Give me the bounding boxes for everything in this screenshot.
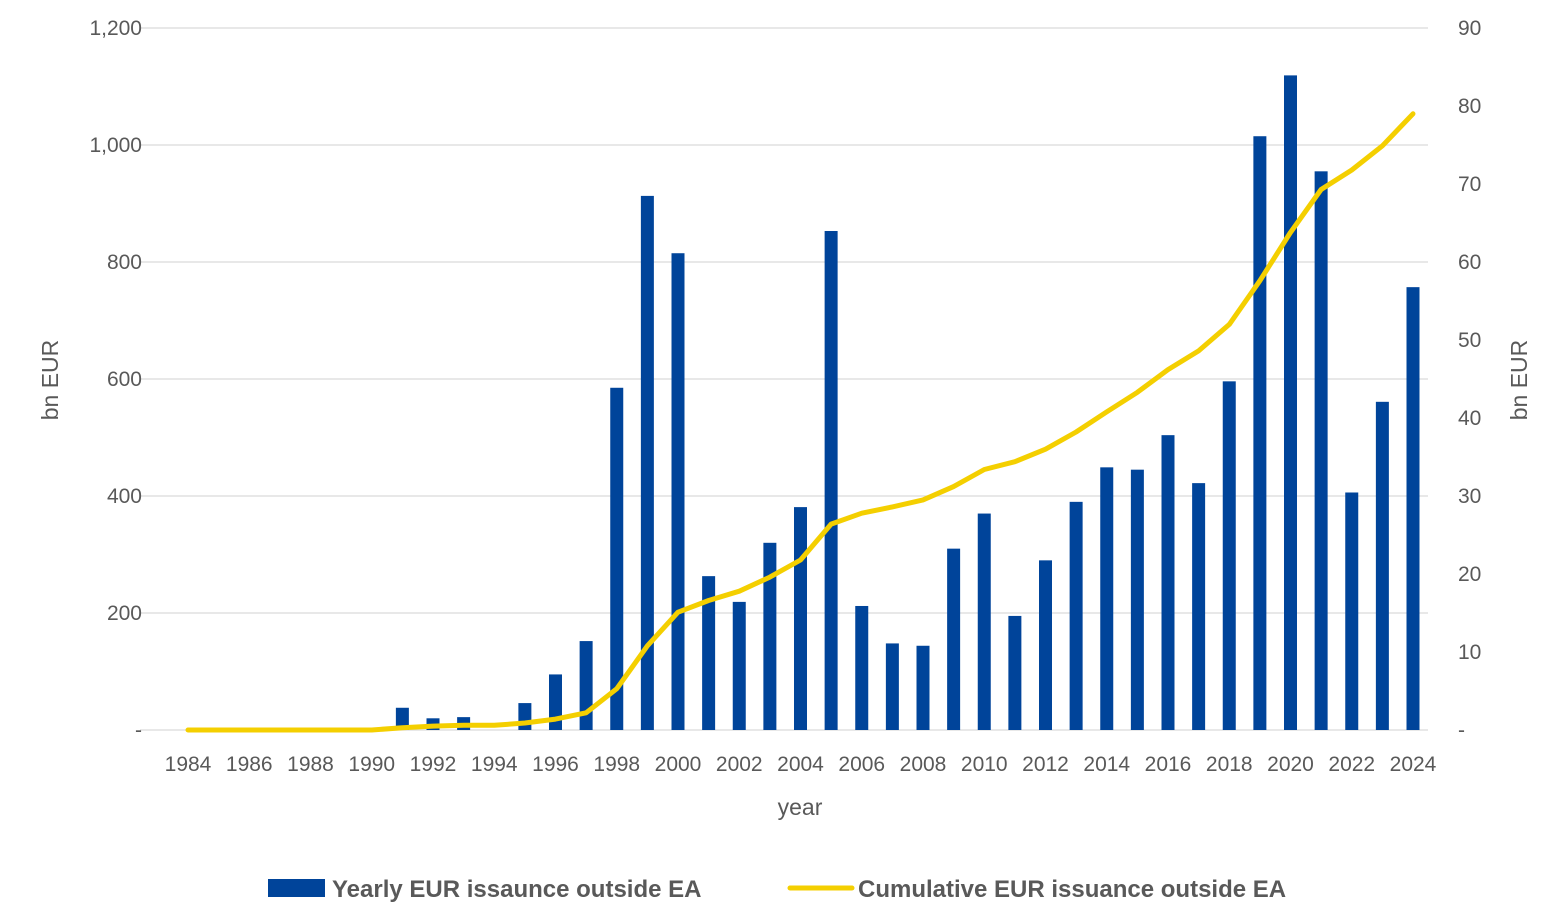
x-tick-label: 2004	[777, 753, 824, 776]
bar-2004	[794, 507, 807, 730]
gridlines	[140, 27, 1428, 731]
x-tick-label: 2018	[1206, 753, 1253, 776]
right-tick-label: 10	[1458, 641, 1481, 664]
x-tick-label: 2008	[900, 753, 947, 776]
line-series	[185, 111, 1416, 733]
bar-2006	[855, 605, 869, 730]
bar-2015	[1130, 469, 1144, 730]
right-tick-label: 30	[1458, 485, 1481, 508]
x-tick-label: 2006	[838, 753, 885, 776]
x-axis-title: year	[778, 794, 823, 820]
right-tick-label: 50	[1458, 329, 1481, 352]
bar-2017	[1192, 483, 1206, 730]
x-tick-label: 1996	[532, 753, 579, 776]
left-tick-label: -	[135, 719, 142, 742]
bar-2018	[1222, 381, 1236, 730]
right-tick-label: 20	[1458, 563, 1481, 586]
x-tick-label: 2020	[1267, 753, 1314, 776]
bar-2020	[1284, 75, 1297, 730]
bar-2002	[732, 601, 746, 730]
bar-2009	[947, 548, 961, 730]
right-tick-label: 80	[1458, 95, 1481, 118]
legend: Yearly EUR issaunce outside EA Cumulativ…	[268, 876, 1286, 903]
x-tick-label: 2014	[1083, 753, 1130, 776]
x-tick-label: 1998	[593, 753, 640, 776]
bar-2021	[1314, 171, 1328, 730]
x-tick-label: 2002	[716, 753, 763, 776]
x-tick-label: 2024	[1390, 753, 1437, 776]
x-tick-label: 1994	[471, 753, 518, 776]
right-tick-label: 40	[1458, 407, 1481, 430]
x-tick-label: 1986	[226, 753, 273, 776]
legend-label-bars: Yearly EUR issaunce outside EA	[332, 876, 701, 903]
x-tick-label: 1992	[410, 753, 457, 776]
bar-2023	[1375, 401, 1389, 730]
bar-2001	[702, 576, 716, 730]
bar-1997	[579, 641, 593, 730]
bar-2010	[977, 513, 991, 730]
bar-2005	[824, 230, 838, 730]
bar-2022	[1345, 492, 1359, 730]
left-tick-label: 600	[107, 368, 142, 391]
x-tick-label: 1988	[287, 753, 334, 776]
right-tick-label: 90	[1458, 17, 1481, 40]
bar-2016	[1161, 435, 1175, 730]
bar-1998	[610, 387, 624, 730]
bar-2012	[1039, 560, 1052, 730]
bar-2014	[1100, 467, 1114, 730]
x-tick-label: 2012	[1022, 753, 1069, 776]
bar-2024	[1406, 287, 1420, 730]
bar-1999	[640, 195, 654, 730]
right-tick-label: 60	[1458, 251, 1481, 274]
bar-series	[395, 75, 1420, 731]
left-tick-label: 200	[107, 602, 142, 625]
left-tick-label: 800	[107, 251, 142, 274]
right-tick-label: -	[1458, 719, 1465, 742]
x-axis: 1984 1986 1988 1990 1992 1994 1996 1998 2000 2002…	[165, 753, 1437, 776]
bar-1995	[518, 703, 532, 730]
x-tick-label: 2022	[1328, 753, 1375, 776]
right-y-axis: - 10 20 30 40 50 60 70 80 90	[1458, 17, 1481, 742]
bar-2007	[885, 643, 899, 730]
legend-label-line: Cumulative EUR issuance outside EA	[858, 876, 1286, 903]
bar-2003	[763, 542, 777, 730]
bar-2013	[1069, 501, 1083, 730]
y-axis-title-left: bn EUR	[37, 340, 63, 421]
left-tick-label: 1,200	[89, 17, 142, 40]
x-tick-label: 2000	[655, 753, 702, 776]
cumulative-line	[185, 111, 1416, 733]
bar-2011	[1008, 615, 1022, 730]
bar-1991	[395, 707, 409, 730]
y-axis-title-right: bn EUR	[1506, 340, 1532, 421]
x-tick-label: 1984	[165, 753, 212, 776]
x-tick-label: 1990	[348, 753, 395, 776]
bar-2000	[671, 253, 685, 730]
x-tick-label: 2016	[1145, 753, 1192, 776]
legend-swatch-bars	[268, 879, 325, 897]
bar-2019	[1253, 136, 1267, 731]
x-tick-label: 2010	[961, 753, 1008, 776]
left-tick-label: 400	[107, 485, 142, 508]
left-y-axis: - 200 400 600 800 1,000 1,200	[89, 17, 142, 742]
right-tick-label: 70	[1458, 173, 1481, 196]
bar-2008	[916, 645, 930, 730]
left-tick-label: 1,000	[89, 134, 142, 157]
